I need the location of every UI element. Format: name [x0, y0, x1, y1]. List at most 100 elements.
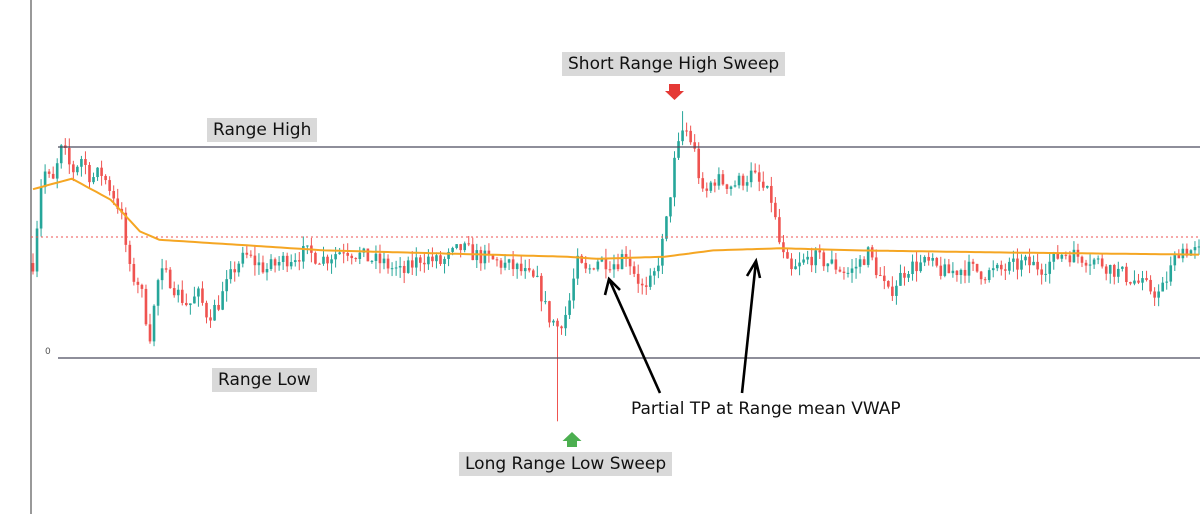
candle-body	[31, 263, 35, 272]
candlestick-series	[31, 111, 1200, 422]
candle-body	[463, 243, 467, 251]
candle-body	[314, 252, 317, 264]
candle-body	[253, 255, 257, 266]
candle-body	[572, 278, 575, 301]
candle-body	[1121, 266, 1124, 269]
candle-body	[741, 175, 745, 186]
candle-body	[406, 260, 410, 273]
candle-body	[1092, 259, 1096, 265]
candle-body	[515, 263, 519, 270]
candle-body	[709, 182, 713, 191]
candle-body	[378, 253, 382, 264]
candle-body	[765, 185, 769, 188]
candle-body	[88, 164, 91, 183]
candle-body	[774, 202, 777, 218]
candle-body	[830, 259, 834, 264]
candle-body	[616, 264, 620, 270]
candle-body	[1145, 278, 1148, 280]
candle-body	[306, 245, 309, 247]
candle-body	[878, 275, 882, 277]
candle-body	[1060, 254, 1064, 259]
candle-body	[1157, 291, 1160, 298]
candle-body	[991, 268, 995, 271]
candle-body	[354, 258, 358, 260]
candle-body	[548, 301, 551, 323]
candle-body	[330, 259, 333, 264]
candle-body	[527, 268, 531, 271]
candle-body	[689, 130, 692, 143]
candle-body	[152, 305, 156, 342]
candle-body	[1133, 280, 1136, 284]
candle-body	[753, 170, 757, 173]
candle-body	[580, 255, 584, 263]
candle-body	[806, 256, 809, 260]
candle-body	[261, 262, 265, 273]
candle-body	[544, 301, 547, 303]
candle-body	[1153, 291, 1156, 298]
candle-body	[483, 250, 487, 264]
candle-body	[640, 283, 644, 286]
candle-body	[963, 269, 967, 276]
candle-body	[1084, 262, 1088, 266]
candle-body	[1137, 280, 1140, 283]
candle-body	[374, 253, 378, 261]
candle-body	[55, 163, 59, 179]
candle-body	[72, 164, 75, 173]
candle-body	[536, 275, 539, 277]
candle-body	[318, 263, 321, 265]
candle-body	[636, 273, 640, 284]
candle-body	[350, 255, 354, 259]
candle-body	[189, 303, 192, 306]
candle-body	[540, 275, 543, 302]
candle-body	[939, 265, 943, 276]
candle-body	[185, 302, 188, 306]
candle-body	[265, 268, 269, 273]
candle-body	[140, 284, 144, 289]
candle-body	[257, 262, 261, 266]
candle-body	[132, 263, 136, 282]
candle-body	[471, 244, 475, 261]
candle-body	[935, 258, 939, 266]
candle-body	[419, 257, 422, 263]
candle-body	[1032, 261, 1035, 266]
candle-body	[1185, 248, 1189, 256]
candle-body	[975, 263, 979, 272]
candle-body	[35, 228, 39, 272]
candle-body	[725, 184, 729, 189]
candle-body	[822, 252, 826, 267]
callout-arrow-left	[603, 276, 662, 394]
candle-body	[467, 243, 471, 245]
candle-body	[285, 255, 289, 267]
candle-body	[414, 257, 418, 268]
candle-body	[1072, 249, 1076, 263]
candle-body	[487, 250, 491, 255]
candle-body	[810, 256, 813, 266]
candle-body	[96, 167, 99, 178]
candle-body	[447, 251, 450, 259]
candle-body	[172, 288, 176, 296]
candle-body	[136, 281, 140, 285]
up-arrow-icon	[562, 432, 582, 447]
candle-body	[76, 166, 79, 173]
candle-body	[398, 265, 402, 268]
candle-body	[116, 198, 120, 209]
candle-body	[971, 261, 975, 264]
candle-body	[1125, 266, 1128, 283]
candle-body	[1040, 269, 1043, 275]
candle-body	[338, 252, 341, 255]
candle-body	[749, 170, 753, 183]
candle-body	[995, 264, 999, 269]
candle-body	[84, 159, 87, 165]
candle-body	[302, 246, 305, 262]
candle-body	[495, 259, 499, 261]
candle-body	[281, 255, 285, 263]
candle-body	[431, 256, 434, 262]
candle-body	[761, 181, 765, 188]
candle-body	[786, 252, 789, 259]
candle-body	[556, 320, 559, 327]
candle-body	[1004, 269, 1007, 271]
candle-body	[608, 269, 612, 271]
candle-body	[112, 190, 115, 199]
candle-body	[144, 288, 148, 325]
candle-body	[685, 130, 688, 132]
